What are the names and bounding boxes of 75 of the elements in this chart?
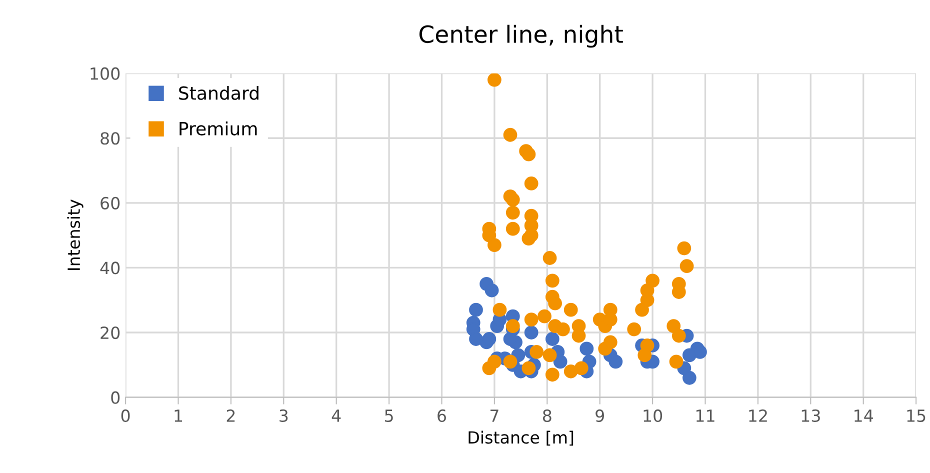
point (640, 283, 654, 298)
x-axis-title: Distance [m] (468, 430, 574, 446)
point (542, 348, 557, 362)
point (672, 328, 686, 343)
y-tick-label: 80 (100, 132, 120, 145)
point (669, 354, 684, 369)
point (506, 192, 520, 207)
point (603, 335, 618, 350)
point (646, 274, 660, 288)
point (522, 147, 536, 162)
point (469, 302, 483, 317)
point (506, 222, 520, 236)
point (503, 354, 518, 369)
chart-title: Center line, night (419, 24, 623, 48)
x-tick-label: 14 (854, 410, 874, 422)
point (506, 206, 520, 220)
point (564, 364, 578, 378)
x-tick-label: 0 (121, 409, 130, 422)
x-tick-label: 10 (644, 409, 662, 422)
x-tick-label: 3 (280, 409, 288, 422)
point (548, 296, 562, 310)
x-tick-label: 1 (174, 410, 182, 422)
point (524, 312, 538, 327)
x-tick-label: 12 (749, 409, 767, 422)
point (608, 354, 623, 369)
point (545, 368, 560, 382)
point (488, 354, 502, 369)
x-tick-label: 7 (490, 410, 498, 422)
point (666, 319, 681, 333)
point (572, 328, 586, 343)
x-tick-label: 15 (907, 410, 926, 422)
x-tick-label: 8 (542, 409, 552, 422)
y-axis-title: Intensity (67, 200, 84, 270)
point (603, 312, 618, 327)
point (488, 238, 502, 252)
point (580, 342, 594, 356)
point (482, 332, 496, 346)
x-tick-label: 4 (332, 410, 341, 422)
x-tick-label: 9 (596, 409, 604, 422)
point (522, 232, 536, 246)
x-tick-label: 2 (226, 409, 235, 422)
point (542, 251, 557, 265)
point (538, 309, 552, 324)
x-tick-label: 5 (385, 410, 393, 422)
point (680, 259, 694, 274)
point (677, 241, 692, 256)
point (635, 302, 649, 317)
legend-label: Premium (180, 121, 257, 136)
point (545, 332, 560, 346)
x-tick-label: 11 (696, 410, 714, 422)
point (682, 370, 696, 385)
point (530, 345, 544, 359)
point (524, 326, 538, 340)
x-tick-label: 6 (438, 409, 446, 422)
point (574, 361, 588, 376)
y-tick-label: 100 (90, 67, 120, 80)
point (492, 302, 507, 317)
legend-label: Standard (179, 86, 258, 100)
point (553, 354, 568, 369)
y-tick-label: 20 (100, 326, 120, 340)
point (564, 302, 578, 317)
point (627, 322, 642, 336)
y-tick-label: 0 (111, 391, 120, 404)
y-tick-label: 60 (100, 196, 120, 210)
point (522, 361, 536, 376)
point (524, 176, 538, 190)
y-tick-label: 40 (100, 262, 120, 274)
point (638, 348, 652, 362)
point (488, 73, 502, 87)
point (545, 274, 560, 288)
x-tick-label: 13 (802, 409, 820, 422)
point (484, 283, 499, 298)
point (506, 319, 520, 333)
point (556, 322, 570, 336)
point (503, 128, 518, 142)
